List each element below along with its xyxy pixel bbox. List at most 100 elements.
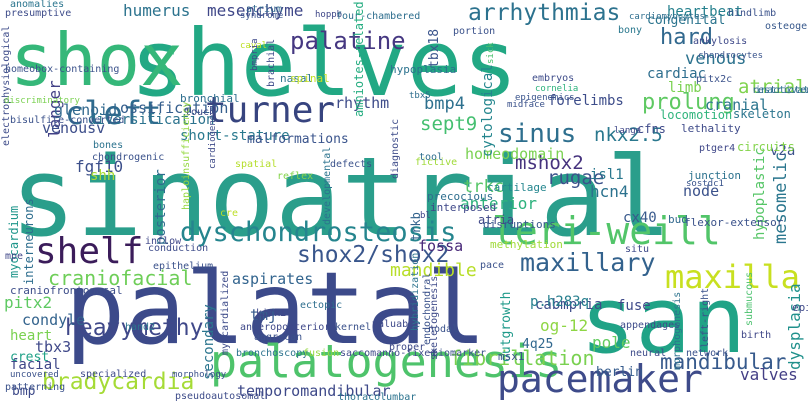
cloud-word: flexor-extensor (684, 216, 784, 229)
cloud-word: aggrecan (254, 332, 302, 343)
cloud-word: hypoplasia (390, 63, 456, 76)
cloud-word: fossa (418, 237, 463, 255)
cloud-word: 4q25 (522, 337, 553, 352)
cloud-word: sostdc1 (686, 179, 724, 189)
cloud-word: ossification (120, 99, 228, 117)
cloud-word: situ (625, 244, 649, 255)
cloud-word: chondrogenic (92, 152, 164, 163)
cloud-word: bronchoscopy (236, 348, 308, 359)
cloud-word: pole (592, 333, 631, 352)
cloud-word: hybridization (410, 253, 421, 331)
cloud-word: san (580, 267, 746, 374)
cloud-word: hard (660, 25, 713, 50)
cloud-word: v2a (770, 143, 795, 159)
cloud-word: palatogenesis (210, 335, 562, 388)
cloud-word: uncovered (10, 370, 59, 380)
cloud-word: humerus (123, 1, 190, 20)
cloud-word: mandible (390, 260, 477, 281)
cloud-word: tbx18 (427, 29, 442, 68)
cloud-word: mshox2 (515, 152, 584, 174)
cloud-word: hindlimb (728, 8, 776, 19)
cloud-word: palatine (290, 27, 406, 55)
cloud-word: precocious (427, 190, 493, 203)
cloud-word: haploinsufficiency (181, 102, 192, 210)
cloud-word: atrial (738, 76, 807, 98)
cloud-word: conduction (148, 243, 208, 254)
cloud-word: venous (685, 49, 746, 69)
cloud-word: congenital (647, 13, 725, 28)
cloud-word: valves (740, 365, 798, 384)
cloud-word: bud (668, 213, 688, 226)
cloud-word: presumptive (5, 8, 71, 19)
cloud-word: shox (10, 18, 183, 102)
cloud-word: maxilla (665, 258, 800, 296)
cloud-word: malformations (247, 132, 349, 147)
cloud-word: epigenomics (515, 93, 575, 103)
cloud-word: proper (389, 342, 425, 353)
cloud-word: thoracolumbar (338, 392, 416, 403)
cloud-word: touch (185, 107, 215, 118)
cloud-word: ankylosis (693, 36, 747, 47)
cloud-word: bisulfite-converted (10, 115, 124, 126)
cloud-word: rugae (547, 167, 604, 189)
cloud-word: posterior (153, 169, 169, 245)
cloud-word: discriminatory (4, 96, 80, 106)
cloud-word: junction (688, 169, 741, 182)
cloud-word: valuable (372, 319, 420, 330)
cloud-word: trkb (409, 212, 423, 241)
cloud-word: mpe (5, 251, 23, 262)
cloud-word: appendages (620, 320, 680, 331)
cloud-word: atrium (246, 4, 282, 15)
cloud-word: bradycardia (42, 369, 194, 395)
cloud-word: mandibular (660, 350, 786, 374)
cloud-word: sinoatrial (10, 133, 672, 261)
cloud-word: skeleton (733, 107, 791, 121)
cloud-word: cardiomyocytes (629, 12, 705, 22)
cloud-word: midface (507, 100, 545, 110)
cloud-word: turner (205, 90, 335, 131)
cloud-word: fuse (617, 298, 651, 314)
cloud-word: restrictedly (752, 85, 808, 96)
cloud-word: fibrillation (450, 346, 595, 370)
cloud-word: epithelium (153, 261, 213, 272)
cloud-word: cytological (480, 64, 496, 157)
cloud-word: diversification (88, 112, 214, 128)
cloud-word: network (686, 348, 728, 359)
cloud-word: cx40 (623, 210, 657, 226)
cloud-word: short-stature (180, 128, 290, 144)
cloud-word: nasal (280, 72, 313, 85)
cloud-word: pacemaker (497, 357, 703, 401)
cloud-word: prolung (642, 90, 735, 115)
cloud-word: cardiogenesis (208, 99, 218, 169)
cloud-word: outgrowth (499, 292, 514, 362)
cloud-word: leri-weill (492, 209, 721, 253)
cloud-word: atria (478, 213, 514, 227)
cloud-word: brachial (266, 39, 277, 87)
cloud-word: hypoplastic (752, 147, 768, 240)
cloud-word: cartilage (487, 181, 547, 194)
cloud-word: node (683, 182, 719, 200)
cloud-word: reflex (277, 171, 313, 182)
cloud-word: shelves (130, 10, 518, 117)
cloud-word: cleft (65, 94, 161, 132)
cloud-word: syndrome (240, 11, 283, 21)
cloud-word: lange (614, 126, 641, 136)
cloud-word: anteroposterior (240, 322, 330, 333)
cloud-word: maxillary (520, 248, 655, 277)
cloud-word: hcn4 (590, 182, 629, 201)
cloud-word: arrhythmias (468, 0, 620, 26)
cloud-word: circuits (737, 140, 795, 154)
cloud-word: nkx2.5 (594, 124, 663, 146)
cloud-word: mesomelic (771, 152, 791, 244)
cloud-word: specialized (80, 369, 146, 380)
cloud-word: four-chambered (336, 11, 420, 22)
cloud-word: cabmpria (535, 297, 602, 313)
cloud-word: secondary (201, 304, 217, 380)
cloud-word: pitx2 (4, 293, 52, 312)
cloud-word: mesenchyme (207, 1, 303, 20)
cloud-word: bmp (12, 384, 36, 399)
cloud-word: myocardialized (220, 271, 231, 355)
cloud-word: saccomanno-fixed (340, 348, 436, 359)
